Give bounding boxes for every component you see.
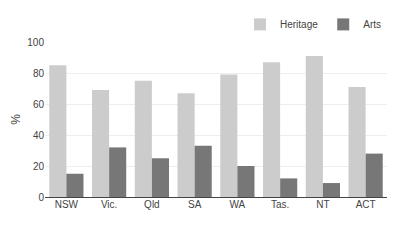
svg-text:NSW: NSW	[55, 199, 79, 210]
svg-text:SA: SA	[188, 199, 202, 210]
svg-text:Tas.: Tas.	[271, 199, 289, 210]
svg-text:WA: WA	[230, 199, 246, 210]
svg-text:100: 100	[27, 37, 44, 48]
svg-text:Heritage: Heritage	[280, 19, 318, 30]
svg-text:40: 40	[33, 130, 45, 141]
svg-text:0: 0	[38, 192, 44, 203]
svg-text:80: 80	[33, 68, 45, 79]
svg-text:60: 60	[33, 99, 45, 110]
svg-text:%: %	[9, 114, 23, 125]
svg-text:NT: NT	[316, 199, 329, 210]
svg-text:ACT: ACT	[356, 199, 376, 210]
svg-text:Vic.: Vic.	[101, 199, 118, 210]
svg-text:20: 20	[33, 161, 45, 172]
svg-text:Qld: Qld	[144, 199, 160, 210]
svg-text:Arts: Arts	[363, 19, 381, 30]
